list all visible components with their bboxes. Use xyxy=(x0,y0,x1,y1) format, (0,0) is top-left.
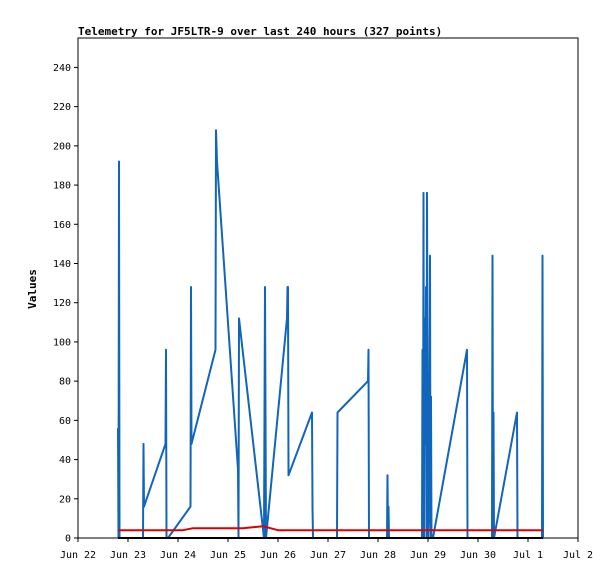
y-tick-label: 60 xyxy=(59,416,71,427)
x-tick-label: Jul 1 xyxy=(513,550,543,561)
y-tick-label: 140 xyxy=(53,259,71,270)
series-line-1 xyxy=(118,525,543,532)
plot-frame xyxy=(77,37,579,539)
y-tick-label: 180 xyxy=(53,181,71,192)
chart-title: Telemetry for JF5LTR-9 over last 240 hou… xyxy=(78,25,442,38)
y-tick-label: 0 xyxy=(65,534,71,545)
x-tick-label: Jun 29 xyxy=(410,550,446,561)
y-axis: 0 20 40 60 80 100 120 140 160 180 200 220 240 xyxy=(53,63,78,545)
y-tick-label: 80 xyxy=(59,377,71,388)
x-tick-label: Jun 30 xyxy=(460,550,496,561)
y-tick-label: 220 xyxy=(53,102,71,113)
x-tick-label: Jun 23 xyxy=(110,550,146,561)
y-tick-label: 200 xyxy=(53,141,71,152)
x-tick-label: Jun 24 xyxy=(160,550,196,561)
x-axis: Jun 22 Jun 23 Jun 24 Jun 25 Jun 26 Jun 27 Jun … xyxy=(60,538,593,561)
x-tick-label: Jun 25 xyxy=(210,550,246,561)
x-tick-label: Jun 22 xyxy=(60,550,96,561)
y-tick-label: 100 xyxy=(53,337,71,348)
y-tick-label: 160 xyxy=(53,220,71,231)
y-tick-label: 20 xyxy=(59,494,71,505)
x-tick-label: Jun 26 xyxy=(260,550,296,561)
y-tick-label: 120 xyxy=(53,298,71,309)
x-tick-label: Jul 2 xyxy=(563,550,593,561)
x-tick-label: Jun 27 xyxy=(310,550,346,561)
x-tick-label: Jun 28 xyxy=(360,550,396,561)
y-tick-label: 240 xyxy=(53,63,71,74)
series-group xyxy=(117,129,544,539)
y-tick-label: 40 xyxy=(59,455,71,466)
series-line-0 xyxy=(117,129,544,539)
y-axis-label: Values xyxy=(26,269,39,309)
